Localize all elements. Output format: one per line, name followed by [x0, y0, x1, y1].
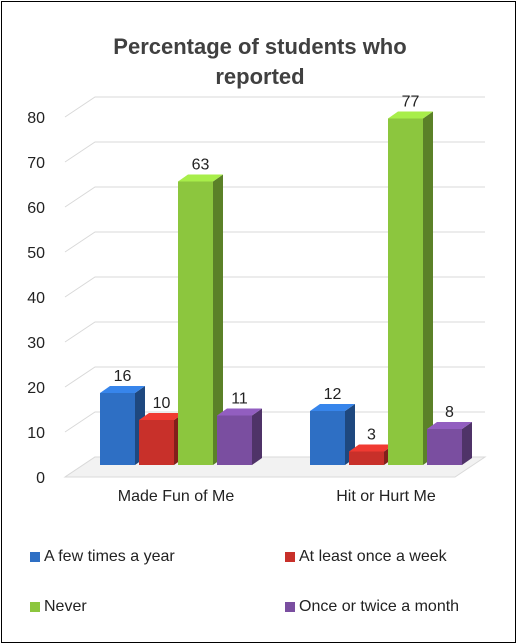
- grid-line: [64, 276, 485, 298]
- data-label: 8: [445, 404, 454, 421]
- data-label: 77: [402, 94, 420, 111]
- bar: [349, 451, 384, 465]
- data-label: 10: [153, 395, 171, 412]
- bar-side: [213, 174, 223, 465]
- bar-top: [349, 444, 394, 452]
- y-tick-label: 10: [27, 425, 45, 442]
- grid-line: [64, 141, 485, 163]
- grid-line: [64, 321, 485, 343]
- bar-top: [310, 404, 355, 411]
- data-label: 12: [324, 386, 342, 403]
- data-label: 11: [231, 391, 248, 408]
- bar-top: [427, 422, 472, 429]
- bar-top: [178, 174, 223, 182]
- legend-swatch: [285, 552, 295, 562]
- bar-top: [100, 386, 145, 393]
- bar: [217, 415, 252, 465]
- grid-line: [64, 96, 485, 118]
- legend-label: Once or twice a month: [299, 598, 459, 615]
- bar-side: [423, 111, 433, 465]
- grid-line: [64, 366, 485, 388]
- y-tick-label: 70: [27, 155, 45, 172]
- chart-title: Percentage of students who reported: [113, 34, 407, 89]
- y-tick-label: 50: [27, 245, 45, 262]
- bar-top: [388, 111, 433, 119]
- y-tick-label: 60: [27, 200, 45, 217]
- bar-side: [252, 408, 262, 465]
- bar-top: [139, 413, 184, 420]
- y-tick-label: 20: [27, 380, 45, 397]
- bar: [178, 181, 213, 465]
- bar: [100, 393, 135, 465]
- bar: [310, 411, 345, 465]
- legend-label: A few times a year: [44, 548, 175, 565]
- legend-swatch: [30, 602, 40, 612]
- bar: [139, 420, 174, 465]
- y-tick-label: 80: [27, 110, 45, 127]
- legend-label: Never: [44, 598, 87, 615]
- legend-swatch: [285, 602, 295, 612]
- bar-top: [217, 408, 262, 416]
- data-label: 63: [192, 157, 210, 174]
- bar: [427, 429, 462, 465]
- bar-side: [462, 422, 472, 465]
- y-tick-label: 0: [36, 470, 45, 487]
- grid-line: [64, 186, 485, 208]
- legend-label: At least once a week: [299, 548, 448, 565]
- bar: [388, 118, 423, 465]
- x-tick-label: Hit or Hurt Me: [336, 488, 436, 505]
- x-tick-label: Made Fun of Me: [118, 488, 235, 505]
- y-tick-label: 40: [27, 290, 45, 307]
- legend-swatch: [30, 552, 40, 562]
- y-tick-label: 30: [27, 335, 45, 352]
- data-label: 3: [367, 427, 376, 444]
- grid-line: [64, 231, 485, 253]
- data-label: 16: [114, 368, 132, 385]
